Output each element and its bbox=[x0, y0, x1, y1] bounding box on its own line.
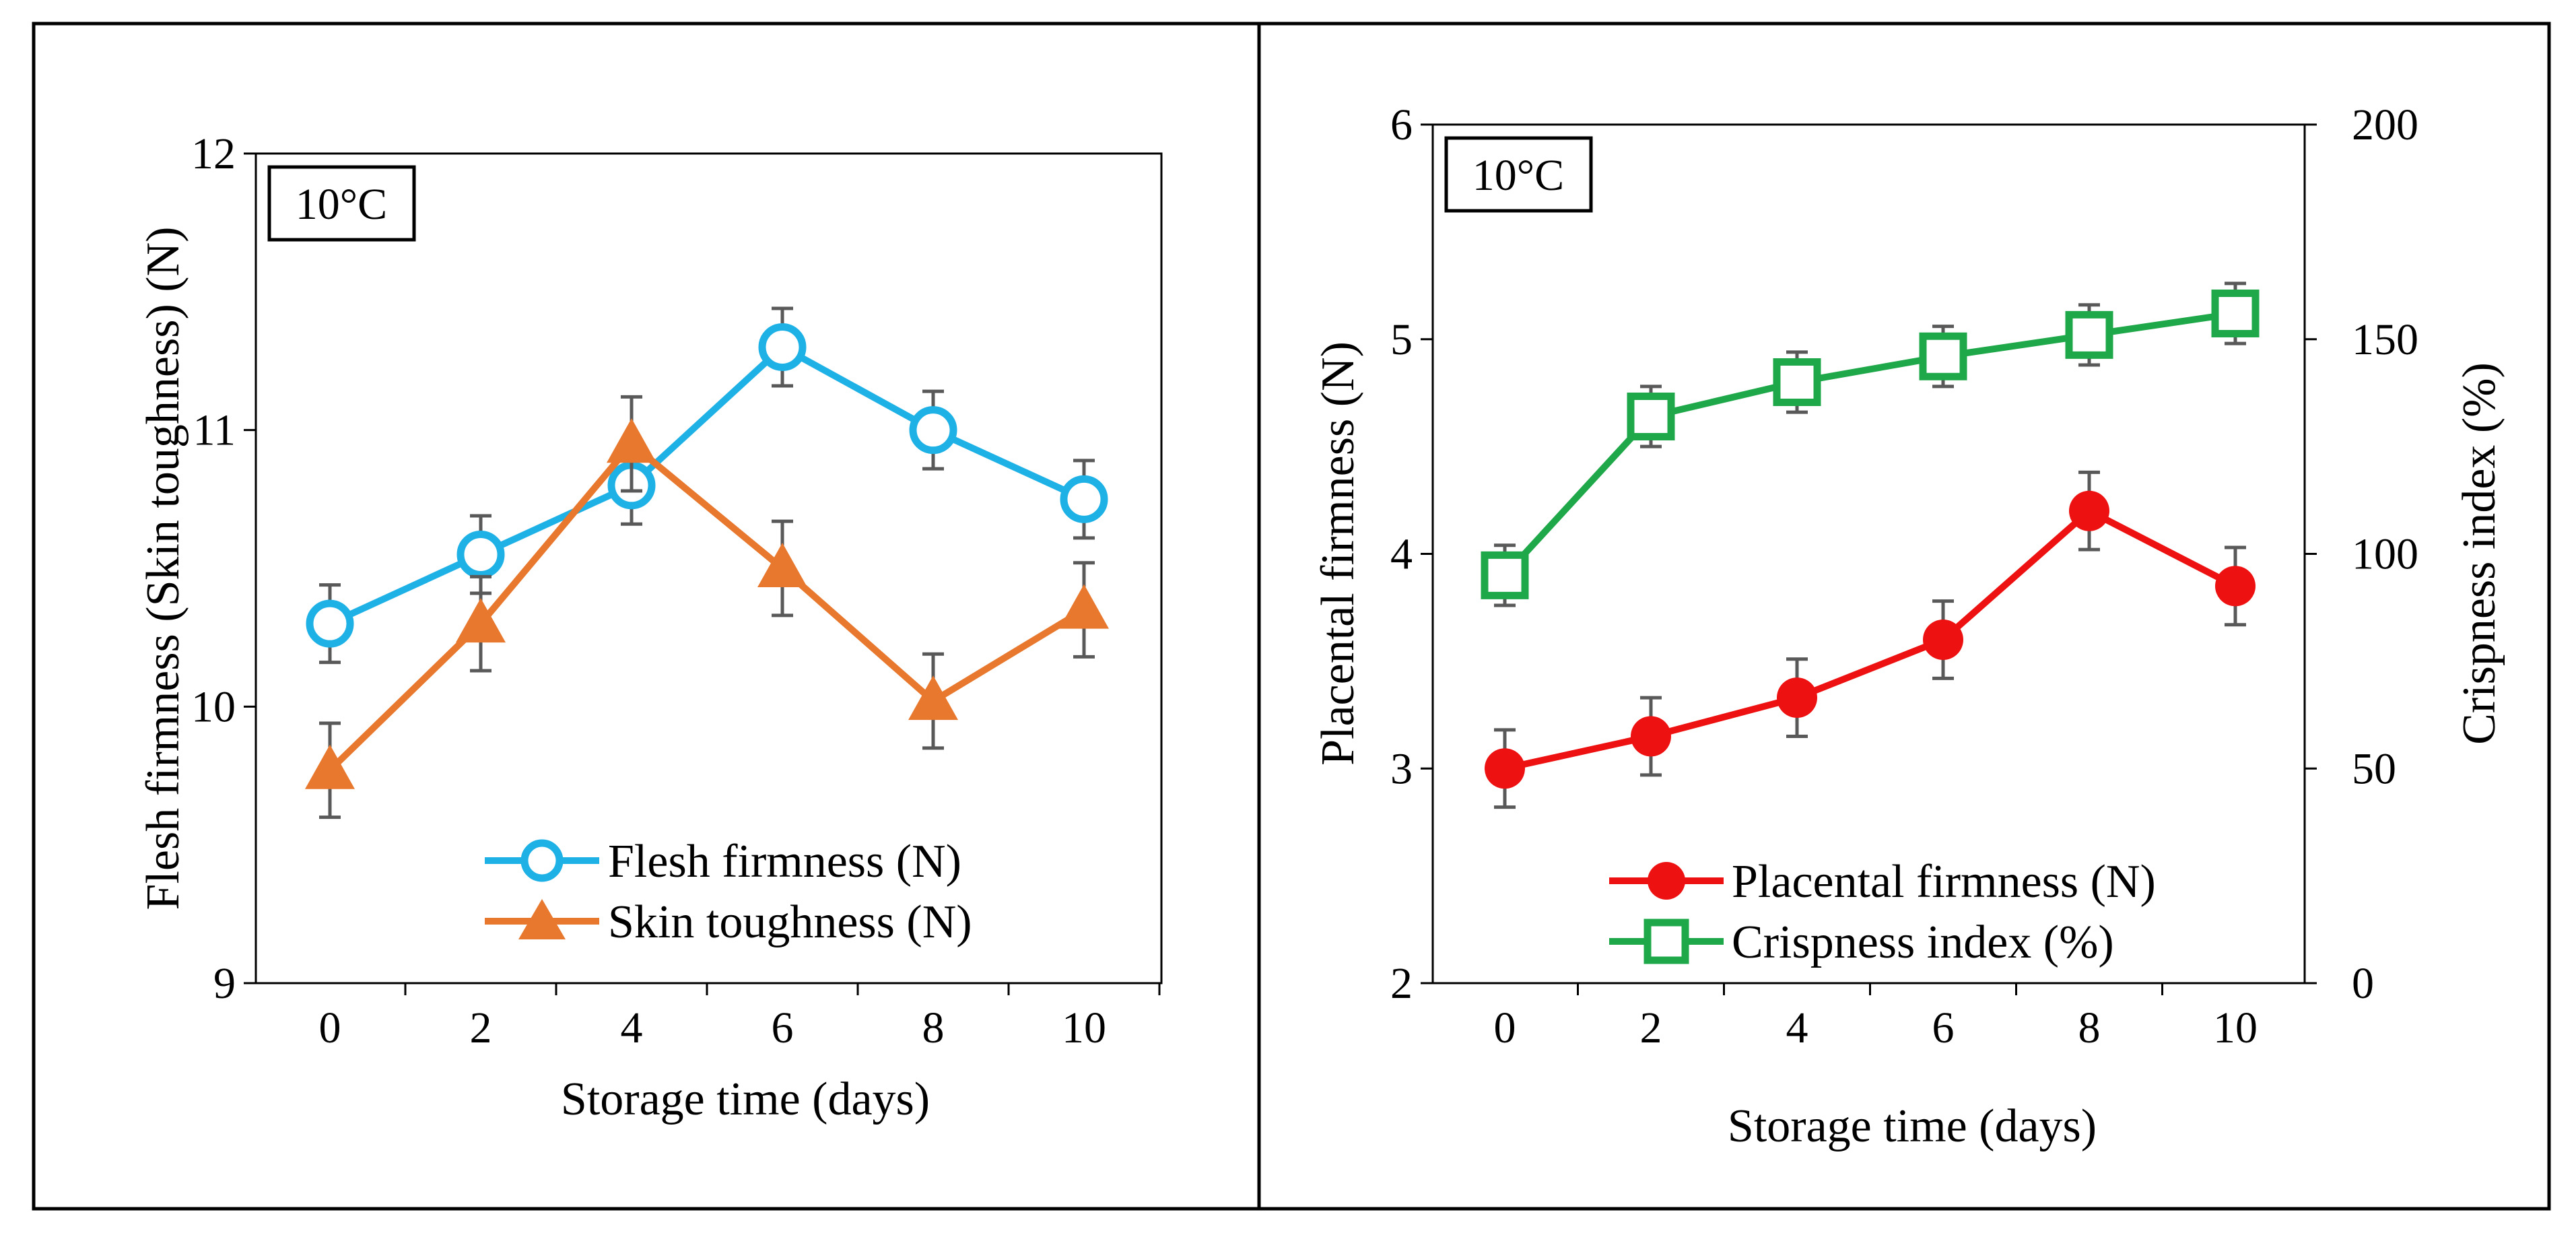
placental-firmness-point bbox=[1631, 716, 1671, 757]
right-right-y-tick-label: 50 bbox=[2352, 744, 2396, 793]
legend-label-placental: Placental firmness (N) bbox=[1732, 856, 2156, 908]
right-x-tick-label: 8 bbox=[2078, 1003, 2101, 1053]
crispness-index-point bbox=[1919, 332, 1967, 380]
left-chart: 9 10 11 12 0 2 4 6 8 10 10°C Storage time (days)… bbox=[137, 129, 1163, 1125]
left-series-layer bbox=[305, 306, 1109, 820]
right-y-axis-left: 2 3 4 5 6 bbox=[1390, 100, 1433, 1008]
left-x-axis-title: Storage time (days) bbox=[561, 1073, 930, 1125]
placental-firmness-point bbox=[1485, 748, 1525, 789]
right-legend: Placental firmness (N) Crispness index (… bbox=[1609, 856, 2156, 968]
left-x-tick-label: 10 bbox=[1062, 1003, 1106, 1053]
skin-toughness-point bbox=[456, 598, 506, 643]
right-y2-axis-title: Crispness index (%) bbox=[2453, 362, 2505, 745]
left-y-tick-label: 10 bbox=[191, 682, 236, 731]
left-x-tick-label: 6 bbox=[772, 1003, 794, 1053]
legend-label-skin: Skin toughness (N) bbox=[608, 896, 972, 948]
right-right-y-tick-label: 0 bbox=[2352, 959, 2374, 1008]
right-x-tick-label: 10 bbox=[2213, 1003, 2258, 1053]
right-left-y-tick-label: 6 bbox=[1390, 100, 1413, 149]
left-x-tick-label: 2 bbox=[470, 1003, 492, 1053]
skin-toughness-line bbox=[327, 440, 1086, 773]
right-x-tick-label: 2 bbox=[1640, 1003, 1662, 1053]
legend-label-flesh: Flesh firmness (N) bbox=[608, 836, 961, 888]
right-left-y-tick-label: 3 bbox=[1390, 744, 1413, 793]
legend-marker-flesh bbox=[520, 839, 564, 882]
crispness-index-point bbox=[2211, 290, 2260, 337]
skin-toughness-point bbox=[908, 675, 958, 721]
skin-toughness-point bbox=[305, 744, 355, 789]
right-y-axis-right: 0 50 100 150 200 bbox=[2305, 100, 2418, 1008]
right-left-y-tick-label: 2 bbox=[1390, 959, 1413, 1008]
right-chart: 2 3 4 5 6 0 50 100 150 200 0 2 4 6 8 10 10°C Storage … bbox=[1312, 100, 2505, 1152]
right-x-tick-label: 6 bbox=[1932, 1003, 1955, 1053]
skin-toughness-point bbox=[1059, 584, 1109, 629]
legend-marker-crisp bbox=[1643, 919, 1689, 964]
placental-firmness-point bbox=[1777, 677, 1817, 719]
legend-label-crisp: Crispness index (%) bbox=[1732, 916, 2114, 968]
legend-marker-placental bbox=[1648, 862, 1685, 900]
flesh-firmness-point bbox=[909, 406, 957, 455]
left-x-tick-label: 4 bbox=[621, 1003, 643, 1053]
left-y-tick-label: 11 bbox=[193, 406, 236, 455]
left-x-axis: 0 2 4 6 8 10 bbox=[319, 983, 1161, 1053]
crispness-index-point bbox=[1481, 551, 1529, 599]
right-x-tick-label: 0 bbox=[1494, 1003, 1516, 1053]
placental-firmness-line bbox=[1503, 507, 2237, 772]
flesh-firmness-point bbox=[758, 323, 807, 371]
placental-firmness-point bbox=[2069, 490, 2109, 531]
right-x-axis: 0 2 4 6 8 10 bbox=[1494, 983, 2258, 1053]
left-x-tick-label: 0 bbox=[319, 1003, 341, 1053]
left-x-tick-label: 8 bbox=[922, 1003, 945, 1053]
left-temperature-badge: 10°C bbox=[296, 180, 387, 229]
crispness-index-point bbox=[1627, 393, 1675, 440]
skin-toughness-point bbox=[607, 418, 656, 463]
right-left-y-tick-label: 5 bbox=[1390, 315, 1413, 364]
left-y-axis-title: Flesh firmness (Skin toughness) (N) bbox=[137, 227, 189, 910]
placental-firmness-point bbox=[2215, 566, 2256, 607]
skin-toughness-point bbox=[757, 543, 807, 587]
legend-marker-skin bbox=[518, 899, 566, 939]
left-y-axis: 9 10 11 12 bbox=[191, 129, 256, 1008]
right-x-tick-label: 4 bbox=[1786, 1003, 1808, 1053]
figure-frame bbox=[32, 22, 2551, 1211]
left-y-tick-label: 9 bbox=[213, 959, 236, 1008]
right-left-y-tick-label: 4 bbox=[1390, 530, 1413, 579]
left-badge-box bbox=[267, 165, 416, 242]
right-temperature-badge: 10°C bbox=[1472, 151, 1564, 200]
crispness-index-point bbox=[1773, 358, 1821, 406]
flesh-firmness-point bbox=[306, 599, 354, 648]
right-x-axis-title: Storage time (days) bbox=[1728, 1100, 2097, 1152]
crispness-index-line bbox=[1502, 310, 2236, 578]
right-right-y-tick-label: 150 bbox=[2352, 315, 2418, 364]
flesh-firmness-point bbox=[456, 530, 505, 578]
right-right-y-tick-label: 100 bbox=[2352, 530, 2418, 579]
right-right-y-tick-label: 200 bbox=[2352, 100, 2418, 149]
crispness-index-point bbox=[2065, 310, 2113, 359]
placental-firmness-point bbox=[1923, 620, 1963, 660]
left-plot-area bbox=[255, 152, 1163, 984]
flesh-firmness-line bbox=[328, 343, 1086, 627]
right-y-axis-title: Placental firmness (N) bbox=[1312, 341, 1364, 766]
left-legend: Flesh firmness (N) Skin toughness (N) bbox=[485, 836, 972, 948]
left-y-tick-label: 12 bbox=[191, 129, 236, 178]
right-badge-box bbox=[1444, 136, 1593, 213]
flesh-firmness-point bbox=[1060, 475, 1108, 523]
right-series-layer bbox=[1481, 281, 2260, 809]
